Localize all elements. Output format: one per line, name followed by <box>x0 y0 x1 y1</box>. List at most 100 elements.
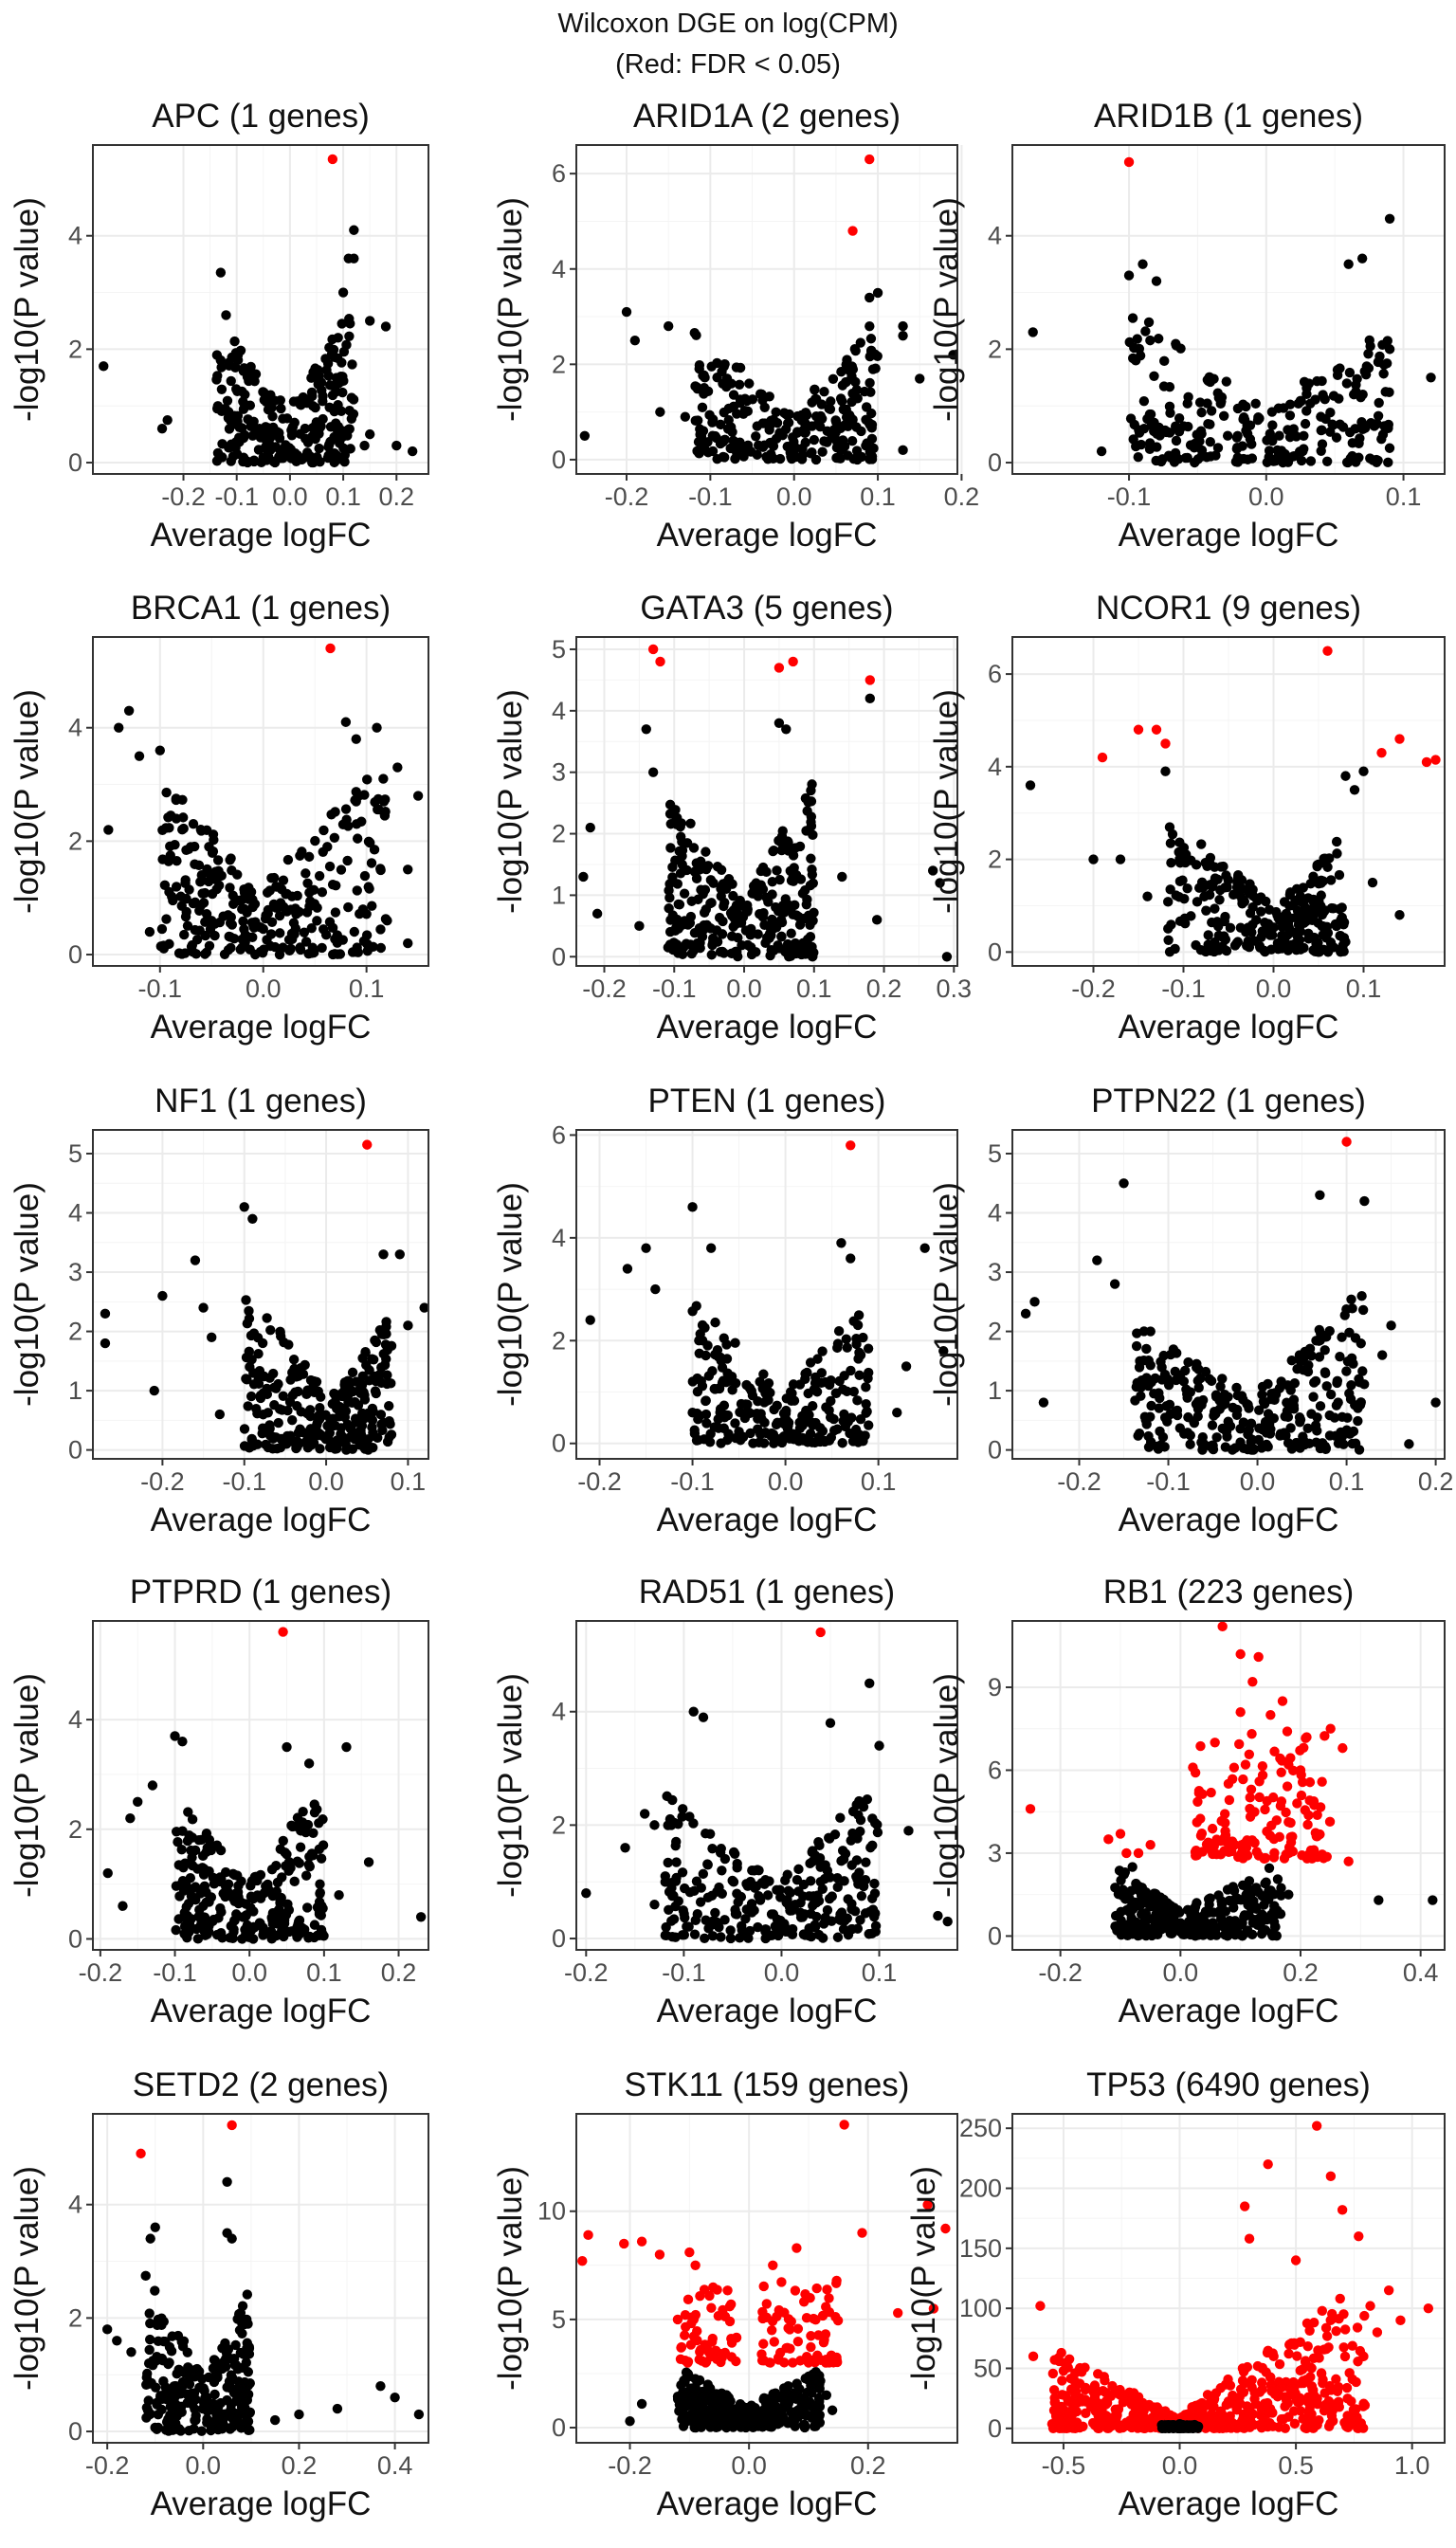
point-significant <box>847 226 858 236</box>
point-not-significant <box>856 451 867 463</box>
x-axis-label: Average logFC <box>657 2485 878 2522</box>
point-not-significant <box>814 2383 825 2394</box>
point-significant <box>1240 1759 1251 1770</box>
point-not-significant <box>390 2392 400 2403</box>
point-not-significant <box>1218 931 1229 941</box>
point-not-significant <box>311 1376 322 1387</box>
point-not-significant <box>758 1438 770 1448</box>
point-not-significant <box>703 1371 715 1381</box>
point-not-significant <box>1283 1889 1294 1900</box>
point-not-significant <box>368 1355 379 1365</box>
point-significant <box>822 2284 832 2295</box>
point-not-significant <box>282 1741 292 1753</box>
point-not-significant <box>759 1417 770 1429</box>
point-not-significant <box>1136 1909 1147 1920</box>
point-not-significant <box>827 1891 837 1902</box>
point-significant <box>1394 734 1405 744</box>
point-not-significant <box>239 903 249 915</box>
point-not-significant <box>1332 364 1343 375</box>
point-not-significant <box>1130 1917 1141 1927</box>
point-not-significant <box>689 1929 701 1939</box>
y-axis-label: -log10(P value) <box>492 1673 529 1898</box>
point-not-significant <box>287 1367 298 1378</box>
point-not-significant <box>317 1928 328 1938</box>
point-not-significant <box>808 829 818 841</box>
x-axis-label: Average logFC <box>1119 1009 1339 1046</box>
point-not-significant <box>174 1891 185 1902</box>
x-tick-label: 0.0 <box>246 974 282 1003</box>
point-not-significant <box>221 310 231 320</box>
point-not-significant <box>103 825 114 835</box>
y-axis-label: -log10(P value) <box>928 197 965 422</box>
point-not-significant <box>892 1408 902 1418</box>
x-axis-label: Average logFC <box>151 517 372 554</box>
point-not-significant <box>330 907 341 918</box>
point-not-significant <box>176 2379 188 2390</box>
point-not-significant <box>211 883 222 895</box>
x-tick-label: 0.1 <box>1346 974 1382 1003</box>
point-not-significant <box>1313 859 1324 870</box>
point-not-significant <box>1349 785 1360 795</box>
point-not-significant <box>198 898 209 908</box>
point-not-significant <box>175 2426 186 2436</box>
y-tick-label: 4 <box>552 697 566 725</box>
point-not-significant <box>801 1405 811 1416</box>
point-not-significant <box>693 864 704 876</box>
point-not-significant <box>118 1901 128 1911</box>
point-not-significant <box>215 355 227 366</box>
point-significant <box>792 2323 804 2334</box>
point-not-significant <box>810 1922 821 1933</box>
point-not-significant <box>634 920 645 932</box>
point-not-significant <box>178 823 189 834</box>
point-significant <box>761 2312 772 2323</box>
panel-title: RAD51 (1 genes) <box>639 1574 895 1611</box>
point-not-significant <box>762 1386 774 1396</box>
point-not-significant <box>1215 1909 1227 1920</box>
point-not-significant <box>1182 883 1192 894</box>
point-not-significant <box>1170 447 1181 459</box>
data-points <box>102 1627 427 1944</box>
point-not-significant <box>381 1354 391 1364</box>
point-not-significant <box>229 336 240 347</box>
point-not-significant <box>753 929 763 939</box>
point-not-significant <box>303 1933 314 1943</box>
point-not-significant <box>663 1820 673 1830</box>
point-not-significant <box>788 432 798 443</box>
point-not-significant <box>1132 1328 1142 1338</box>
point-not-significant <box>287 1414 298 1426</box>
point-not-significant <box>134 751 145 761</box>
point-not-significant <box>800 2374 810 2384</box>
point-not-significant <box>736 1891 747 1902</box>
point-not-significant <box>228 899 239 909</box>
point-not-significant <box>772 1926 782 1937</box>
point-not-significant <box>215 1845 227 1856</box>
point-significant <box>1025 1804 1036 1814</box>
point-not-significant <box>1020 1308 1031 1320</box>
point-not-significant <box>705 875 717 885</box>
point-not-significant <box>672 2391 683 2402</box>
point-not-significant <box>280 1847 290 1858</box>
point-significant <box>1145 1839 1156 1850</box>
point-not-significant <box>253 1348 264 1359</box>
point-not-significant <box>789 863 799 873</box>
x-axis-label: Average logFC <box>657 1993 878 2029</box>
point-not-significant <box>629 335 641 346</box>
point-not-significant <box>1132 1928 1142 1938</box>
point-not-significant <box>1342 1412 1353 1423</box>
point-not-significant <box>771 407 781 417</box>
x-tick-label: 0.2 <box>381 1958 417 1987</box>
x-tick-label: -0.1 <box>670 1467 715 1496</box>
point-not-significant <box>202 1929 212 1939</box>
point-not-significant <box>1300 894 1310 905</box>
point-not-significant <box>903 1826 914 1836</box>
point-not-significant <box>867 1840 878 1851</box>
point-not-significant <box>1322 862 1333 872</box>
point-not-significant <box>1336 946 1346 957</box>
data-points <box>577 2120 951 2433</box>
x-tick-label: 0.1 <box>325 482 361 511</box>
point-not-significant <box>701 1395 711 1407</box>
point-not-significant <box>232 420 243 430</box>
panel-background <box>93 145 428 474</box>
point-not-significant <box>346 392 357 403</box>
